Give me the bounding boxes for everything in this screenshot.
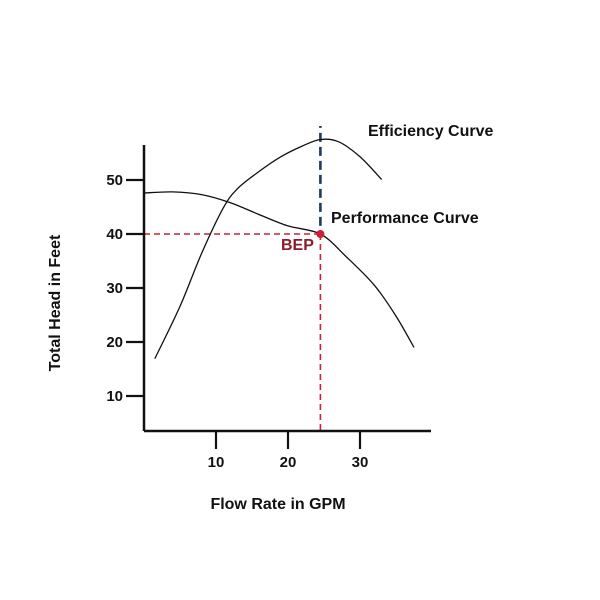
y-tick-label: 20	[106, 334, 123, 351]
reference-lines	[144, 126, 322, 431]
efficiency-curve-label: Efficiency Curve	[368, 123, 493, 140]
efficiency-curve-line	[154, 138, 383, 359]
x-tick-label: 30	[352, 454, 369, 471]
bep-label: BEP	[281, 237, 314, 254]
y-axis-title: Total Head in Feet	[47, 234, 64, 371]
bep-point	[316, 230, 325, 238]
x-tick-label: 10	[208, 454, 225, 471]
y-tick-label: 30	[106, 280, 123, 297]
y-ticks: 10 20 30 40 50	[106, 172, 144, 405]
curves	[143, 138, 415, 359]
performance-curve-label: Performance Curve	[331, 210, 479, 227]
x-tick-label: 20	[280, 454, 297, 471]
markers	[316, 230, 325, 238]
y-tick-label: 40	[106, 226, 123, 243]
y-tick-label: 50	[106, 172, 123, 189]
y-tick-label: 10	[106, 388, 123, 405]
x-ticks: 10 20 30	[208, 431, 369, 471]
x-axis-title: Flow Rate in GPM	[210, 496, 345, 513]
performance-curve-line	[143, 191, 415, 348]
